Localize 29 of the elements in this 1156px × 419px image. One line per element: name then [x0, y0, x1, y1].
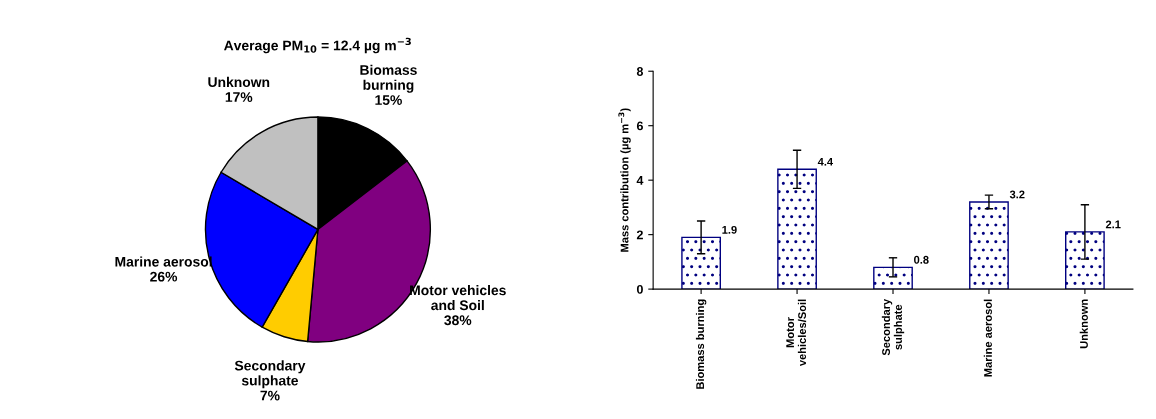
data-label: 2.1 [1105, 220, 1121, 229]
x-tick-label: Unknown [1079, 299, 1088, 349]
chart-title: Average PM$_{10}$ = 12.4 µg m$^{−3}$ [224, 37, 411, 54]
slice-label: Unknown [208, 76, 270, 88]
data-label: 7% [260, 390, 280, 401]
y-tick-label: 6 [636, 121, 643, 131]
data-label: 15% [375, 95, 402, 105]
data-label: 3.2 [1009, 190, 1025, 199]
x-tick-label: Marine aerosol [983, 299, 992, 377]
y-tick-label: 8 [636, 67, 644, 76]
data-label: 1.9 [722, 225, 737, 234]
bar [969, 201, 1009, 290]
data-label: 26% [150, 271, 178, 282]
bar [873, 266, 913, 290]
y-tick-label: 4 [636, 176, 644, 185]
bar [681, 236, 721, 290]
slice-label: Biomass burning [360, 64, 417, 93]
bar [777, 168, 817, 290]
data-label: 0.8 [914, 255, 929, 264]
data-label: 17% [225, 92, 253, 102]
y-axis-title: Mass contribution (µg m$^{−3}$) [618, 108, 631, 252]
x-tick-label: Biomass burning [695, 299, 707, 389]
y-tick-label: 2 [636, 230, 643, 240]
data-label: 4.4 [817, 157, 834, 166]
bar [1065, 231, 1105, 290]
y-tick-label: 0 [636, 284, 643, 294]
x-tick-label: Secondary sulphate [881, 298, 905, 356]
x-tick-label: Motor vehicles/Soil [786, 299, 807, 367]
data-label: 38% [444, 315, 472, 326]
